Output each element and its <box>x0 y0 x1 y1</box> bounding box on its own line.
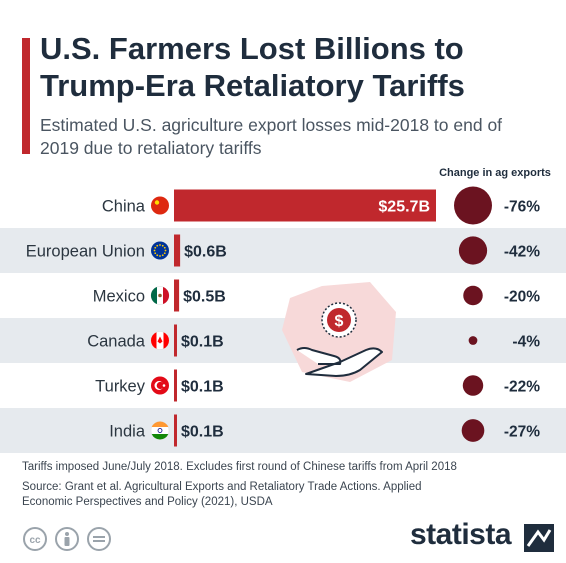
source-note: Source: Grant et al. Agricultural Export… <box>22 481 422 508</box>
category-label: China <box>102 198 146 216</box>
value-label: $0.5B <box>183 289 226 306</box>
bar <box>174 279 180 312</box>
bar <box>174 189 436 222</box>
title-accent-bar <box>22 38 30 154</box>
bar <box>174 369 177 402</box>
value-label: $0.1B <box>181 424 224 441</box>
value-label: $0.1B <box>181 379 224 396</box>
chart-area: $ China $25.7B -76% European Union $0.6B -42% M… <box>0 186 566 453</box>
category-label: India <box>109 423 146 441</box>
bar <box>174 234 181 267</box>
turkey-flag-icon <box>151 376 169 395</box>
change-label: -27% <box>504 424 540 441</box>
category-label: European Union <box>26 243 145 261</box>
india-flag-icon <box>150 421 170 440</box>
bar-row-european-union: European Union $0.6B -42% <box>26 234 540 267</box>
row-stripe <box>0 318 566 363</box>
attribution-person-icon <box>55 527 79 551</box>
change-circle <box>458 236 488 265</box>
creative-commons-icon: cc <box>23 527 47 551</box>
bar <box>174 324 177 357</box>
category-label: Turkey <box>95 378 146 396</box>
china-flag-icon <box>151 196 169 215</box>
bar-row-india: India $0.1B -27% <box>109 414 540 447</box>
no-derivatives-icon <box>87 527 111 551</box>
value-label: $0.6B <box>184 244 227 261</box>
hand-holding-dollar-coin-icon: $ <box>282 282 396 382</box>
change-circle <box>462 375 484 396</box>
change-circle <box>463 285 483 306</box>
statista-logo-text[interactable]: statista <box>410 518 512 551</box>
mexico-flag-icon <box>150 286 170 305</box>
change-circle <box>468 336 478 345</box>
bar-row-mexico: Mexico $0.5B -20% <box>93 279 540 312</box>
statista-logo-icon[interactable] <box>524 524 554 552</box>
change-column-header: Change in ag exports <box>439 167 551 179</box>
bar <box>174 414 177 447</box>
change-circle <box>461 419 485 442</box>
chart-title: U.S. Farmers Lost Billions to Trump-Era … <box>40 31 465 103</box>
dollar-coin-face <box>327 308 351 332</box>
change-label: -20% <box>504 289 540 306</box>
eu-flag-icon <box>151 241 169 260</box>
hand-icon <box>296 347 383 377</box>
value-label: $0.1B <box>181 334 224 351</box>
bar-row-canada: Canada $0.1B -4% <box>87 324 540 357</box>
bar-row-china: China $25.7B -76% <box>102 186 540 225</box>
change-label: -4% <box>512 334 540 351</box>
change-label: -22% <box>504 379 540 396</box>
license-icons: cc <box>23 527 111 551</box>
bar-row-turkey: Turkey $0.1B -22% <box>95 369 540 402</box>
change-label: -76% <box>504 199 540 216</box>
dollar-sign-icon: $ <box>335 313 344 330</box>
category-label: Mexico <box>93 288 145 306</box>
chart-subtitle: Estimated U.S. agriculture export losses… <box>40 115 503 158</box>
change-label: -42% <box>504 244 540 261</box>
category-label: Canada <box>87 333 146 351</box>
footnote: Tariffs imposed June/July 2018. Excludes… <box>22 461 457 473</box>
value-label: $25.7B <box>378 199 430 216</box>
canada-flag-icon <box>150 331 170 350</box>
change-circle <box>454 186 492 225</box>
svg-text:cc: cc <box>29 535 41 546</box>
